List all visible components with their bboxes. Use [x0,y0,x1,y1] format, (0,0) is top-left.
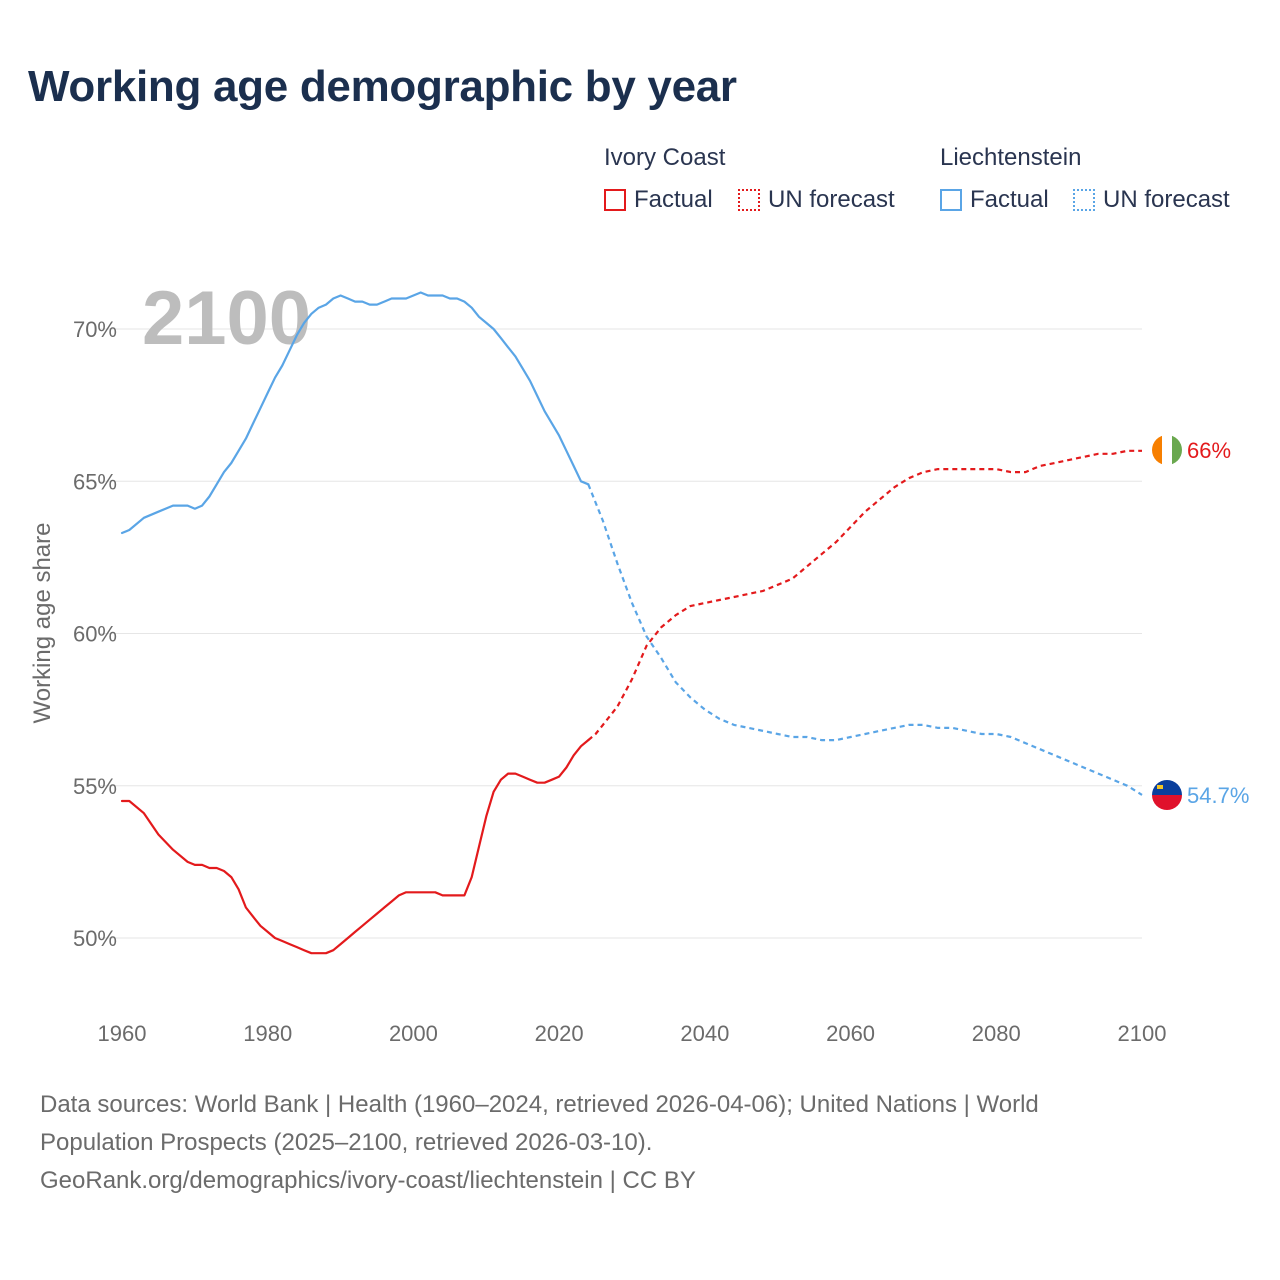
y-tick-label: 55% [73,774,117,799]
legend-item-liechtenstein-forecast[interactable]: UN forecast [1073,186,1230,214]
ivory-coast-flag-icon [1152,435,1182,465]
legend-label: Factual [970,186,1049,213]
legend-item-ivory-coast-forecast[interactable]: UN forecast [738,186,895,214]
liechtenstein-flag-icon [1152,780,1182,810]
x-tick-label: 2080 [972,1021,1021,1046]
legend-item-ivory-coast-factual[interactable]: Factual [604,186,713,214]
series-line-liechtenstein-factual[interactable] [120,291,590,535]
y-tick-label: 50% [73,926,117,951]
x-tick-label: 2020 [535,1021,584,1046]
end-label-ivory-coast: 66% [1187,438,1231,463]
legend-swatch-ivory-coast-forecast [738,189,760,211]
legend-group-liechtenstein: Liechtenstein [940,144,1082,171]
data-sources: Data sources: World Bank | Health (1960–… [40,1086,1240,1200]
sources-line-1: Data sources: World Bank | Health (1960–… [40,1091,1039,1118]
y-tick-label: 70% [73,317,117,342]
x-tick-label: 1960 [98,1021,147,1046]
legend-swatch-liechtenstein-factual [940,189,962,211]
y-axis-ticks: 50% 55% 60% 65% 70% [73,317,117,951]
series-lines [120,291,1143,955]
chart-title: Working age demographic by year [28,62,737,111]
x-tick-label: 2040 [680,1021,729,1046]
series-line-ivory-coast-factual[interactable] [120,738,590,955]
y-tick-label: 60% [73,622,117,647]
legend-label: Factual [634,186,713,213]
x-tick-label: 2060 [826,1021,875,1046]
series-line-liechtenstein-forecast[interactable] [587,483,1143,796]
legend-group-ivory-coast: Ivory Coast [604,144,726,171]
legend-swatch-liechtenstein-forecast [1073,189,1095,211]
sources-line-3: GeoRank.org/demographics/ivory-coast/lie… [40,1167,696,1194]
year-watermark: 2100 [142,276,311,361]
sources-line-2: Population Prospects (2025–2100, retriev… [40,1129,653,1156]
series-line-ivory-coast-forecast[interactable] [587,449,1142,741]
x-tick-label: 1980 [243,1021,292,1046]
legend-label: UN forecast [1103,186,1230,213]
x-axis-ticks: 1960 1980 2000 2020 2040 2060 2080 2100 [98,1021,1167,1046]
x-tick-label: 2100 [1118,1021,1167,1046]
grid-lines [100,328,1142,939]
legend-swatch-ivory-coast-factual [604,189,626,211]
y-tick-label: 65% [73,469,117,494]
line-chart: 50% 55% 60% 65% 70% 1960 1980 2000 2020 2040 2060… [29,276,1249,1046]
end-label-liechtenstein: 54.7% [1187,783,1249,808]
legend-label: UN forecast [768,186,895,213]
legend-item-liechtenstein-factual[interactable]: Factual [940,186,1049,214]
y-axis-label: Working age share [29,523,56,724]
x-tick-label: 2000 [389,1021,438,1046]
